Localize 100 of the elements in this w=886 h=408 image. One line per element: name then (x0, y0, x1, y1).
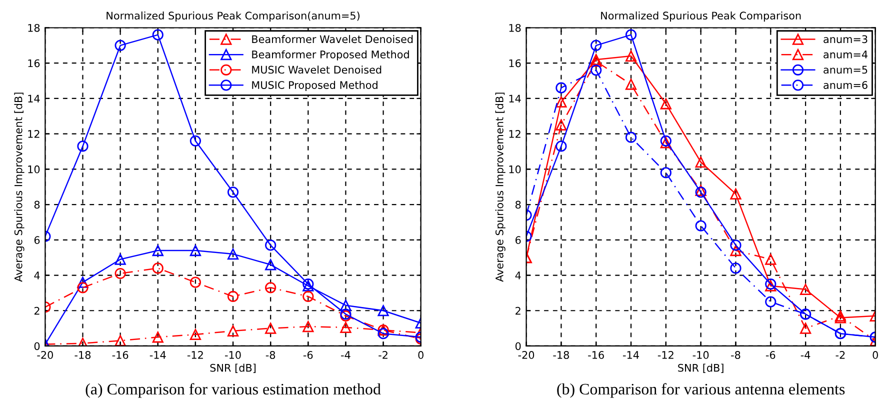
point (378, 328, 389, 340)
point (625, 78, 637, 90)
y-tick-label: 8 (516, 200, 521, 209)
point (190, 328, 202, 340)
point (556, 119, 567, 131)
y-axis-title: Average Spurious Improvement [dB] (14, 92, 24, 282)
y-tick-label: 16 (509, 59, 521, 68)
x-tick-label: -10 (225, 351, 241, 359)
x-tick-label: -4 (341, 351, 350, 359)
point (302, 320, 314, 332)
point (800, 284, 812, 295)
point (378, 305, 389, 316)
y-axis-title: Average Spurious Improvement [dB] (495, 92, 506, 282)
x-axis-title: SNR [dB] (210, 364, 256, 373)
point (114, 254, 126, 265)
point (265, 259, 276, 270)
point (227, 248, 239, 260)
x-tick-label: -8 (731, 351, 740, 359)
point (152, 332, 164, 343)
x-tick-label: -20 (37, 351, 53, 359)
point (302, 290, 314, 302)
x-tick-label: -8 (266, 351, 276, 359)
x-tick-label: -10 (692, 351, 709, 359)
y-tick-label: 6 (516, 236, 521, 244)
y-tick-label: 2 (516, 306, 520, 315)
x-tick-label: 0 (872, 351, 878, 359)
chart-title: Normalized Spurious Peak Comparison (601, 11, 801, 22)
y-tick-label: 2 (34, 306, 40, 315)
legend-label: anum=4 (824, 50, 868, 58)
y-tick-label: 0 (34, 342, 40, 350)
point (590, 64, 602, 76)
legend-label: Beamformer Proposed Method (252, 50, 409, 60)
point (800, 322, 812, 334)
x-tick-label: 0 (418, 351, 424, 359)
y-tick-label: 12 (28, 130, 40, 138)
point (114, 335, 126, 346)
y-tick-label: 6 (34, 236, 40, 244)
point (114, 268, 126, 280)
point (730, 188, 742, 200)
point (114, 40, 126, 51)
point (77, 140, 88, 152)
point (265, 322, 276, 334)
x-tick-label: -14 (150, 351, 166, 359)
point (152, 262, 164, 274)
y-tick-label: 10 (28, 165, 40, 174)
x-tick-label: -6 (303, 351, 313, 359)
text: (b) Comparison for various antenna elements (557, 383, 845, 398)
legend-label: Beamformer Wavelet Denoised (252, 35, 413, 44)
point (227, 325, 239, 337)
point (190, 135, 202, 146)
x-tick-label: -12 (187, 351, 203, 359)
text: (a) Comparison for various estimation method (86, 383, 381, 398)
y-tick-label: 4 (515, 272, 521, 280)
x-tick-label: -16 (588, 351, 604, 359)
point (660, 167, 672, 178)
point (77, 282, 88, 294)
point (556, 140, 567, 152)
point (77, 276, 88, 288)
legend-label: anum=5 (824, 66, 868, 74)
y-tick-label: 0 (515, 342, 521, 350)
point (152, 29, 164, 40)
x-tick-label: -4 (800, 351, 810, 359)
point (765, 296, 776, 308)
x-tick-label: -2 (378, 351, 388, 359)
point (625, 50, 637, 62)
x-tick-label: -16 (112, 351, 128, 359)
point (765, 254, 776, 265)
point (695, 156, 706, 168)
y-tick-label: 18 (509, 24, 521, 32)
y-tick-label: 16 (28, 59, 40, 68)
point (265, 282, 276, 294)
point (660, 98, 672, 110)
point (695, 220, 706, 232)
point (556, 82, 567, 94)
x-tick-label: -12 (658, 351, 674, 359)
legend-label: MUSIC Proposed Method (252, 80, 378, 91)
point (730, 262, 742, 274)
x-axis-title: SNR [dB] (678, 364, 724, 373)
chart-title: Normalized Spurious Peak Comparison(anum=5) (106, 11, 360, 22)
point (227, 290, 239, 302)
legend-label: MUSIC Wavelet Denoised (252, 66, 382, 74)
y-tick-label: 4 (34, 272, 40, 280)
legend-label: anum=6 (824, 81, 868, 89)
point (152, 244, 164, 256)
point (625, 29, 637, 40)
x-tick-label: -2 (836, 351, 845, 359)
legend-label: anum=3 (824, 35, 868, 44)
x-tick-label: -20 (518, 351, 534, 359)
point (190, 276, 202, 288)
point (265, 240, 276, 251)
point (730, 240, 742, 251)
y-tick-label: 12 (509, 130, 520, 138)
x-tick-label: -14 (623, 351, 639, 359)
point (556, 96, 567, 108)
point (340, 322, 352, 333)
x-tick-label: -6 (766, 351, 776, 359)
y-tick-label: 14 (509, 94, 521, 102)
point (340, 300, 352, 311)
point (227, 186, 239, 198)
point (590, 40, 602, 51)
